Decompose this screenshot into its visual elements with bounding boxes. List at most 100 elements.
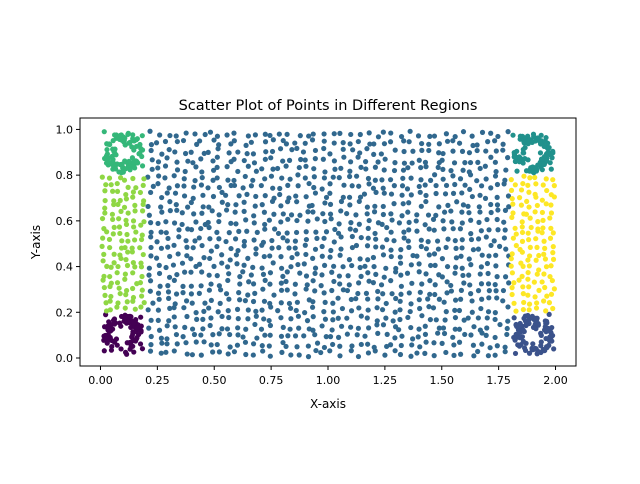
scatter-point-interior — [408, 192, 414, 198]
scatter-point-interior — [310, 209, 316, 215]
scatter-point-interior — [358, 164, 364, 170]
scatter-point-interior — [235, 168, 241, 175]
scatter-point-interior — [254, 335, 260, 341]
scatter-point-interior — [208, 315, 214, 321]
scatter-point-top-right-ring — [549, 155, 555, 161]
scatter-point-bottom-right-ring — [542, 318, 548, 324]
scatter-point-interior — [383, 315, 389, 321]
scatter-point-interior — [223, 238, 229, 245]
scatter-point-interior — [478, 281, 485, 287]
scatter-point-interior — [470, 142, 476, 149]
scatter-point-interior — [465, 315, 471, 321]
scatter-point-interior — [408, 175, 414, 181]
scatter-point-right-strip — [534, 202, 540, 209]
scatter-point-top-left-ring — [132, 165, 138, 171]
scatter-point-interior — [196, 290, 202, 296]
scatter-point-interior — [148, 147, 154, 154]
scatter-point-bottom-left — [138, 314, 144, 320]
scatter-point-interior — [314, 340, 321, 346]
scatter-point-interior — [301, 333, 307, 339]
scatter-point-interior — [347, 202, 353, 208]
scatter-point-interior — [468, 291, 474, 297]
scatter-point-interior — [194, 316, 200, 322]
scatter-point-interior — [280, 158, 286, 164]
scatter-point-right-strip — [526, 189, 532, 195]
scatter-point-left-strip — [107, 244, 113, 251]
scatter-point-interior — [361, 191, 368, 197]
scatter-point-interior — [313, 347, 319, 354]
scatter-point-interior — [433, 182, 439, 189]
scatter-point-interior — [436, 325, 442, 331]
scatter-point-interior — [166, 295, 172, 301]
scatter-point-interior — [380, 185, 386, 191]
scatter-point-interior — [259, 265, 265, 271]
scatter-point-interior — [198, 182, 205, 188]
scatter-point-interior — [272, 226, 278, 232]
scatter-point-top-right-ring — [517, 155, 523, 161]
scatter-point-left-strip — [101, 251, 107, 257]
scatter-point-interior — [410, 336, 416, 342]
scatter-point-interior — [288, 212, 295, 218]
scatter-point-top-right-ring — [511, 150, 517, 156]
scatter-point-interior — [357, 256, 363, 262]
scatter-point-interior — [253, 313, 259, 319]
scatter-point-interior — [271, 292, 277, 298]
scatter-point-interior — [270, 185, 276, 191]
scatter-point-interior — [391, 167, 398, 174]
scatter-point-right-strip — [541, 298, 547, 304]
scatter-point-interior — [217, 300, 223, 306]
scatter-point-interior — [261, 298, 268, 304]
scatter-point-interior — [349, 262, 355, 269]
scatter-point-right-strip — [527, 175, 533, 181]
scatter-point-interior — [201, 255, 207, 261]
scatter-point-interior — [193, 339, 199, 345]
scatter-point-bottom-right-ring — [538, 332, 544, 339]
scatter-point-interior — [366, 181, 372, 187]
scatter-point-interior — [335, 334, 342, 340]
scatter-point-interior — [278, 280, 284, 286]
scatter-point-left-strip — [110, 188, 116, 194]
scatter-point-interior — [414, 253, 420, 259]
scatter-point-interior — [476, 204, 482, 210]
scatter-point-interior — [419, 140, 425, 147]
scatter-point-right-strip — [547, 235, 554, 241]
scatter-point-interior — [384, 237, 390, 243]
scatter-point-interior — [390, 318, 396, 324]
scatter-point-interior — [384, 331, 390, 337]
scatter-point-interior — [485, 309, 492, 315]
scatter-point-interior — [252, 132, 258, 138]
scatter-point-interior — [267, 253, 273, 259]
scatter-point-interior — [201, 308, 207, 314]
scatter-point-bottom-right-ring — [513, 321, 519, 328]
scatter-point-interior — [479, 296, 485, 302]
scatter-point-interior — [200, 326, 206, 332]
scatter-point-interior — [462, 182, 468, 188]
scatter-point-interior — [312, 246, 319, 252]
scatter-point-interior — [378, 151, 384, 157]
scatter-point-left-strip — [115, 201, 121, 208]
scatter-point-interior — [210, 177, 216, 183]
scatter-point-interior — [347, 141, 353, 147]
scatter-point-left-strip — [130, 194, 136, 200]
scatter-point-interior — [488, 130, 494, 136]
scatter-point-right-strip — [540, 182, 546, 188]
scatter-point-interior — [330, 341, 336, 348]
scatter-point-interior — [341, 154, 347, 160]
scatter-point-interior — [232, 209, 238, 215]
scatter-point-interior — [340, 264, 346, 270]
scatter-point-top-left-ring — [129, 155, 136, 161]
scatter-point-interior — [364, 315, 370, 321]
scatter-point-interior — [486, 295, 492, 301]
scatter-point-interior — [349, 343, 355, 349]
scatter-point-interior — [199, 269, 205, 275]
scatter-point-right-strip — [533, 257, 539, 263]
scatter-point-bottom-left-ring — [103, 335, 109, 342]
scatter-point-interior — [277, 191, 283, 198]
scatter-point-interior — [475, 159, 481, 165]
y-tick-label: 0.8 — [56, 169, 74, 182]
scatter-point-interior — [418, 177, 424, 183]
scatter-point-interior — [450, 226, 456, 232]
scatter-point-interior — [303, 251, 309, 258]
scatter-point-interior — [418, 243, 424, 250]
scatter-point-interior — [439, 256, 445, 262]
